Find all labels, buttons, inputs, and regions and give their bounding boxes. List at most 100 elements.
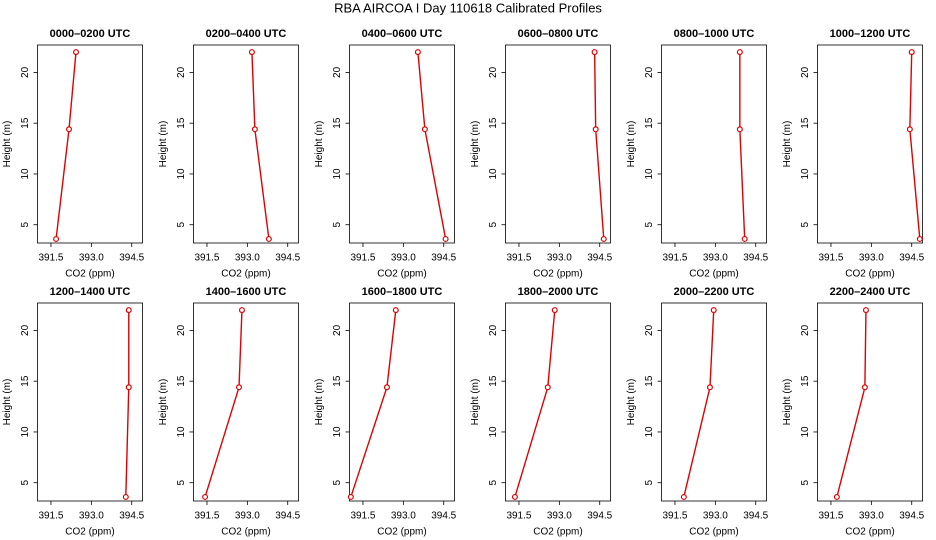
- x-tick-label: 394.5: [275, 253, 300, 264]
- profile-point: [511, 493, 518, 500]
- x-axis-label: CO2 (ppm): [377, 269, 426, 280]
- profile-point: [908, 49, 915, 56]
- plot-frame: [37, 302, 143, 502]
- x-tick-label: 393.0: [547, 511, 572, 522]
- x-tick-label: 391.5: [38, 253, 63, 264]
- y-tick-label: 5: [800, 480, 811, 486]
- x-tick-label: 394.5: [743, 511, 768, 522]
- panel-title: 0400–0600 UTC: [362, 28, 443, 40]
- profile-point: [122, 493, 129, 500]
- profile-line: [125, 310, 130, 497]
- x-tick-label: 393.0: [235, 511, 260, 522]
- panel-title: 2000–2200 UTC: [674, 286, 755, 298]
- plot-frame: [193, 302, 299, 502]
- y-tick-label: 10: [800, 168, 811, 180]
- profile-line: [350, 310, 397, 498]
- profile-point: [236, 384, 243, 391]
- y-tick-label: 5: [332, 222, 343, 228]
- profile-point: [347, 493, 354, 500]
- x-axis-label: CO2 (ppm): [845, 527, 894, 538]
- profile-point: [710, 307, 717, 314]
- plot-frame: [505, 44, 611, 244]
- x-tick-label: 394.5: [743, 253, 768, 264]
- profile-line: [417, 52, 447, 240]
- panel-title: 0600–0800 UTC: [518, 28, 599, 40]
- profile-point: [421, 126, 428, 133]
- x-tick-label: 394.5: [431, 253, 456, 264]
- x-tick-label: 393.0: [79, 511, 104, 522]
- x-tick-label: 391.5: [662, 511, 687, 522]
- x-tick-label: 391.5: [38, 511, 63, 522]
- x-tick-label: 394.5: [431, 511, 456, 522]
- x-tick-label: 391.5: [194, 253, 219, 264]
- y-tick-label: 10: [20, 426, 31, 438]
- profile-point: [861, 384, 868, 391]
- profile-point: [125, 307, 132, 314]
- y-tick-label: 20: [800, 66, 811, 78]
- profile-point: [414, 49, 421, 56]
- profile-point: [600, 235, 607, 242]
- page-title: RBA AIRCOA I Day 110618 Calibrated Profi…: [334, 0, 602, 15]
- profile-point: [251, 126, 258, 133]
- profile-line: [593, 52, 605, 239]
- x-tick-label: 391.5: [818, 511, 843, 522]
- profile-point: [65, 126, 72, 133]
- x-tick-label: 394.5: [119, 253, 144, 264]
- x-tick-label: 393.0: [859, 511, 884, 522]
- y-axis-label: Height (m): [2, 379, 13, 426]
- y-tick-label: 15: [332, 117, 343, 129]
- y-tick-label: 20: [20, 66, 31, 78]
- profile-point: [741, 235, 748, 242]
- profile-point: [916, 235, 923, 242]
- x-tick-label: 391.5: [350, 253, 375, 264]
- y-tick-label: 20: [332, 66, 343, 78]
- y-tick-label: 15: [800, 375, 811, 387]
- plot-frame: [661, 302, 767, 502]
- y-axis-label: Height (m): [626, 379, 637, 426]
- y-tick-label: 15: [332, 375, 343, 387]
- x-tick-label: 391.5: [194, 511, 219, 522]
- plot-frame: [817, 302, 923, 502]
- profile-line: [683, 310, 715, 498]
- panel-title: 1000–1200 UTC: [830, 28, 911, 40]
- y-tick-label: 20: [644, 66, 655, 78]
- profile-point: [383, 384, 390, 391]
- x-tick-label: 391.5: [506, 511, 531, 522]
- panel-title: 0000–0200 UTC: [50, 28, 131, 40]
- profile-point: [736, 126, 743, 133]
- profile-line: [55, 52, 77, 240]
- y-tick-label: 10: [800, 426, 811, 438]
- y-tick-label: 5: [176, 222, 187, 228]
- y-tick-label: 20: [488, 66, 499, 78]
- y-axis-label: Height (m): [470, 121, 481, 168]
- x-tick-label: 394.5: [587, 511, 612, 522]
- x-tick-label: 393.0: [391, 511, 416, 522]
- y-tick-label: 5: [488, 222, 499, 228]
- plot-frame: [661, 44, 767, 244]
- x-tick-label: 394.5: [275, 511, 300, 522]
- panel-title: 1200–1400 UTC: [50, 286, 131, 298]
- y-tick-label: 5: [332, 480, 343, 486]
- y-tick-label: 5: [644, 222, 655, 228]
- panel-title: 1800–2000 UTC: [518, 286, 599, 298]
- y-tick-label: 10: [644, 426, 655, 438]
- y-tick-label: 20: [20, 324, 31, 336]
- x-tick-label: 393.0: [703, 253, 728, 264]
- y-tick-label: 10: [176, 426, 187, 438]
- x-tick-label: 391.5: [506, 253, 531, 264]
- profile-point: [238, 307, 245, 314]
- panel-title: 2200–2400 UTC: [830, 286, 911, 298]
- y-tick-label: 15: [644, 375, 655, 387]
- x-tick-label: 393.0: [547, 253, 572, 264]
- x-axis-label: CO2 (ppm): [533, 527, 582, 538]
- profile-point: [544, 384, 551, 391]
- y-tick-label: 20: [332, 324, 343, 336]
- x-tick-label: 391.5: [818, 253, 843, 264]
- x-axis-label: CO2 (ppm): [689, 269, 738, 280]
- y-tick-label: 15: [800, 117, 811, 129]
- profile-point: [265, 235, 272, 242]
- y-axis-label: Height (m): [626, 121, 637, 168]
- plot-frame: [37, 44, 143, 244]
- x-axis-label: CO2 (ppm): [65, 527, 114, 538]
